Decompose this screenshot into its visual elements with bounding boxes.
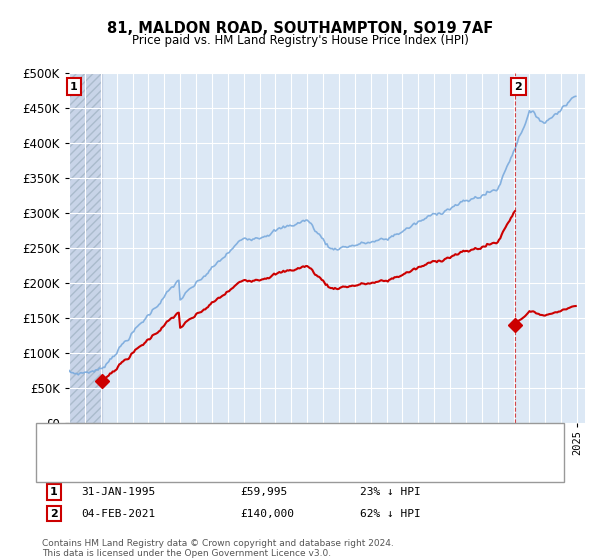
Text: 81, MALDON ROAD, SOUTHAMPTON, SO19 7AF: 81, MALDON ROAD, SOUTHAMPTON, SO19 7AF — [107, 21, 493, 36]
Text: 31-JAN-1995: 31-JAN-1995 — [81, 487, 155, 497]
Bar — [69, 73, 102, 423]
Text: £140,000: £140,000 — [240, 508, 294, 519]
Text: 04-FEB-2021: 04-FEB-2021 — [81, 508, 155, 519]
Bar — [69, 73, 102, 423]
Text: 1: 1 — [70, 82, 77, 92]
Text: 62% ↓ HPI: 62% ↓ HPI — [360, 508, 421, 519]
Text: 81, MALDON ROAD, SOUTHAMPTON, SO19 7AF (detached house): 81, MALDON ROAD, SOUTHAMPTON, SO19 7AF (… — [93, 437, 432, 447]
Text: HPI: Average price, detached house, Southampton: HPI: Average price, detached house, Sout… — [93, 458, 356, 468]
Text: 23% ↓ HPI: 23% ↓ HPI — [360, 487, 421, 497]
Text: Price paid vs. HM Land Registry's House Price Index (HPI): Price paid vs. HM Land Registry's House … — [131, 34, 469, 46]
Text: 2: 2 — [50, 508, 58, 519]
Text: 1: 1 — [50, 487, 58, 497]
Text: £59,995: £59,995 — [240, 487, 287, 497]
Text: Contains HM Land Registry data © Crown copyright and database right 2024.
This d: Contains HM Land Registry data © Crown c… — [42, 539, 394, 558]
Text: 2: 2 — [514, 82, 522, 92]
